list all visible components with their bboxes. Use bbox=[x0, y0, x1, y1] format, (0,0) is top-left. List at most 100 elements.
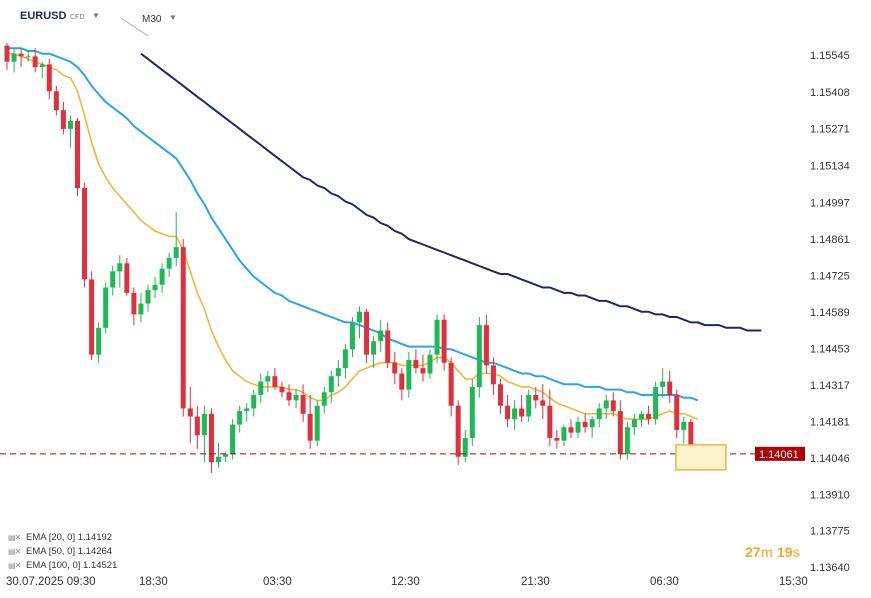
legend-settings-icon[interactable]: ▤✕ bbox=[8, 547, 21, 556]
candle-body bbox=[512, 408, 518, 420]
candle-body bbox=[103, 287, 109, 328]
candle-body bbox=[631, 419, 637, 428]
y-tick-label: 1.13640 bbox=[810, 562, 850, 574]
candle-body bbox=[237, 411, 243, 425]
candle-body bbox=[575, 421, 581, 433]
candle-body bbox=[624, 427, 630, 455]
candle-body bbox=[89, 279, 95, 355]
candle-body bbox=[32, 56, 38, 68]
candle-body bbox=[603, 400, 609, 409]
candle-body bbox=[166, 257, 172, 269]
x-tick-label: 06:30 bbox=[650, 576, 679, 588]
candle-body bbox=[420, 368, 426, 374]
candle-body bbox=[469, 386, 475, 438]
y-tick-label: 1.14589 bbox=[810, 307, 850, 319]
y-tick-label: 1.13775 bbox=[810, 526, 850, 538]
legend-settings-icon[interactable]: ▤✕ bbox=[8, 561, 21, 570]
candle-body bbox=[476, 325, 482, 387]
candle-body bbox=[392, 362, 398, 374]
candle-body bbox=[681, 421, 687, 430]
y-tick-label: 1.14046 bbox=[810, 453, 850, 465]
candle-body bbox=[18, 53, 24, 57]
y-tick-label: 1.14861 bbox=[810, 234, 850, 246]
candle-body bbox=[251, 394, 257, 409]
candle-body bbox=[300, 394, 306, 414]
candle-body bbox=[194, 416, 200, 436]
candle-body bbox=[554, 437, 560, 441]
candle-body bbox=[639, 413, 644, 420]
y-tick-label: 1.14181 bbox=[810, 417, 850, 429]
y-tick-label: 1.14453 bbox=[810, 343, 850, 355]
candle-body bbox=[349, 322, 355, 350]
candle-body bbox=[60, 110, 66, 129]
candle-body bbox=[53, 91, 59, 111]
candle-body bbox=[335, 368, 341, 377]
current-price-label: 1.14061 bbox=[759, 449, 799, 461]
candle-body bbox=[667, 381, 673, 395]
candle-body bbox=[498, 384, 503, 406]
x-tick-label: 30.07.2025 09:30 bbox=[6, 576, 96, 588]
legend-settings-icon[interactable]: ▤✕ bbox=[8, 533, 21, 542]
symbol-dropdown-icon[interactable]: ▼ bbox=[92, 11, 100, 20]
candle-body bbox=[547, 405, 553, 438]
candle-body bbox=[406, 360, 412, 390]
x-tick-label: 18:30 bbox=[139, 576, 168, 588]
candle-body bbox=[131, 292, 137, 315]
candle-body bbox=[364, 311, 370, 355]
ema100-legend[interactable]: ▤✕ EMA [100, 0] 1.14521 bbox=[8, 560, 118, 571]
candle-body bbox=[159, 268, 165, 285]
candle-body bbox=[519, 408, 525, 417]
candle-body bbox=[674, 394, 680, 430]
candle-body bbox=[688, 421, 694, 455]
candle-body bbox=[399, 373, 405, 390]
candle-body bbox=[462, 437, 468, 457]
candle-body bbox=[187, 408, 193, 417]
timeframe-label[interactable]: M30 bbox=[142, 14, 162, 25]
ema20-legend[interactable]: ▤✕ EMA [20, 0] 1.14192 bbox=[8, 532, 113, 543]
candle-body bbox=[371, 341, 377, 355]
candle-body bbox=[589, 419, 595, 428]
y-tick-label: 1.15408 bbox=[810, 87, 850, 99]
candle-body bbox=[145, 290, 151, 304]
candle-body bbox=[279, 386, 285, 393]
candle-body bbox=[568, 427, 574, 433]
candle-body bbox=[173, 247, 179, 258]
candle-body bbox=[67, 120, 73, 129]
x-tick-label: 15:30 bbox=[779, 576, 808, 588]
ema100-line bbox=[140, 52, 762, 332]
candle-body bbox=[152, 284, 158, 291]
candle-body bbox=[385, 330, 391, 363]
y-tick-label: 1.14725 bbox=[810, 270, 850, 282]
y-tick-label: 1.13910 bbox=[810, 489, 850, 501]
candle-body bbox=[441, 319, 447, 363]
x-tick-label: 12:30 bbox=[391, 576, 420, 588]
candle-body bbox=[258, 381, 264, 395]
symbol-label[interactable]: EURUSD bbox=[20, 10, 67, 22]
header-connector bbox=[120, 17, 149, 37]
candle-body bbox=[124, 263, 130, 293]
candle-body bbox=[293, 394, 299, 401]
candle-body bbox=[427, 354, 433, 374]
candle-body bbox=[540, 400, 546, 406]
candle-body bbox=[596, 408, 602, 420]
y-tick-label: 1.15545 bbox=[810, 50, 850, 62]
candle-body bbox=[617, 411, 623, 455]
timeframe-dropdown-icon[interactable]: ▼ bbox=[169, 13, 177, 22]
candle-body bbox=[265, 376, 271, 382]
candle-body bbox=[96, 327, 102, 355]
candle-body bbox=[660, 381, 666, 387]
y-tick-label: 1.15134 bbox=[810, 160, 850, 172]
candle-body bbox=[75, 120, 80, 189]
ema50-legend[interactable]: ▤✕ EMA [50, 0] 1.14264 bbox=[8, 546, 113, 557]
candle-body bbox=[110, 271, 116, 288]
candle-body bbox=[490, 365, 496, 385]
candle-body bbox=[342, 349, 348, 369]
candle-body bbox=[434, 319, 440, 355]
candle-body bbox=[11, 53, 17, 62]
x-tick-label: 21:30 bbox=[521, 576, 550, 588]
candle-body bbox=[180, 247, 186, 409]
candle-body bbox=[653, 386, 659, 420]
candle-body bbox=[82, 188, 88, 280]
candle-body bbox=[208, 413, 214, 463]
